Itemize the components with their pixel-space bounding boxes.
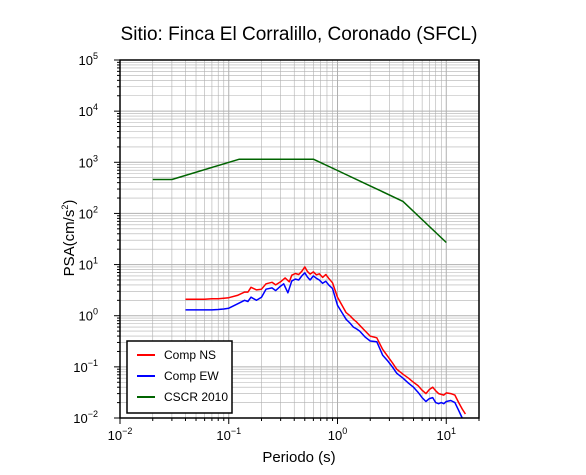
- x-axis-label: Periodo (s): [262, 449, 335, 466]
- y-tick-label: 105: [79, 51, 98, 68]
- x-tick-label: 100: [328, 426, 347, 443]
- legend-label-comp-ns: Comp NS: [164, 348, 216, 362]
- series-line-cscr-2010: [152, 158, 447, 244]
- plot-frame: [119, 59, 480, 419]
- x-tick-label: 10−2: [108, 426, 133, 443]
- x-tick-label: 101: [437, 426, 456, 443]
- x-tick-label: 10−1: [216, 426, 241, 443]
- y-axis-label: PSA(cm/s2): [60, 200, 78, 277]
- y-tick-label: 10−2: [73, 409, 98, 426]
- legend-label-cscr-2010: CSCR 2010: [164, 390, 228, 404]
- y-tick-label: 102: [79, 204, 98, 221]
- y-tick-label: 100: [79, 307, 98, 324]
- y-tick-label: 10−1: [73, 358, 98, 375]
- y-tick-label: 101: [79, 256, 98, 273]
- axis-ticks: 10−2 10−1 100 101 10−2 10−1 100 101 102 103 104 105: [73, 51, 480, 443]
- legend: Comp NS Comp EW CSCR 2010: [126, 340, 233, 414]
- grid: [119, 59, 480, 419]
- chart-title: Sitio: Finca El Corralillo, Coronado (SF…: [121, 24, 478, 45]
- legend-label-comp-ew: Comp EW: [164, 369, 219, 383]
- series-line-comp-ns: [185, 266, 467, 415]
- y-tick-label: 103: [79, 153, 98, 170]
- series-line-comp-ew: [185, 272, 463, 419]
- series-group: [152, 158, 467, 419]
- y-tick-label: 104: [79, 102, 98, 119]
